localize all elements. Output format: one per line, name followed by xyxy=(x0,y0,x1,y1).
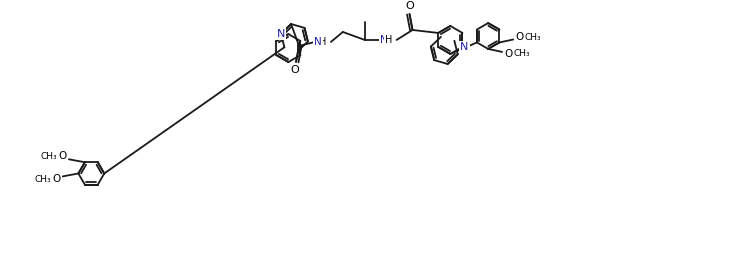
Text: H: H xyxy=(385,35,393,45)
Text: O: O xyxy=(405,1,414,11)
Text: N: N xyxy=(460,42,469,52)
Text: O: O xyxy=(515,32,524,43)
Text: N: N xyxy=(380,35,387,45)
Text: CH₃: CH₃ xyxy=(514,49,530,58)
Text: O: O xyxy=(59,151,67,161)
Text: O: O xyxy=(291,65,299,75)
Text: CH₃: CH₃ xyxy=(41,152,57,161)
Text: N: N xyxy=(314,37,322,47)
Text: H: H xyxy=(320,37,326,47)
Text: N: N xyxy=(277,29,285,39)
Text: CH₃: CH₃ xyxy=(525,33,542,42)
Text: O: O xyxy=(504,49,513,59)
Text: O: O xyxy=(52,174,60,185)
Text: CH₃: CH₃ xyxy=(34,175,51,184)
